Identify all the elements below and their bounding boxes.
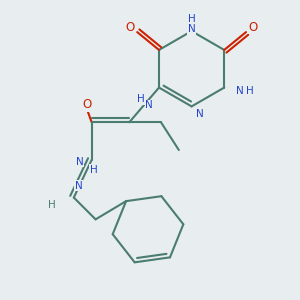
Text: N: N [75,181,82,191]
Text: H: H [246,85,254,96]
Text: H: H [137,94,145,104]
Text: H: H [90,165,98,175]
Text: N: N [196,109,203,119]
Text: O: O [248,21,258,34]
Text: O: O [126,21,135,34]
Text: O: O [82,98,91,111]
Text: H: H [188,14,196,24]
Text: N: N [236,85,244,96]
Text: N: N [145,100,153,110]
Text: N: N [188,24,196,34]
Text: H: H [48,200,56,211]
Text: N: N [76,157,84,167]
